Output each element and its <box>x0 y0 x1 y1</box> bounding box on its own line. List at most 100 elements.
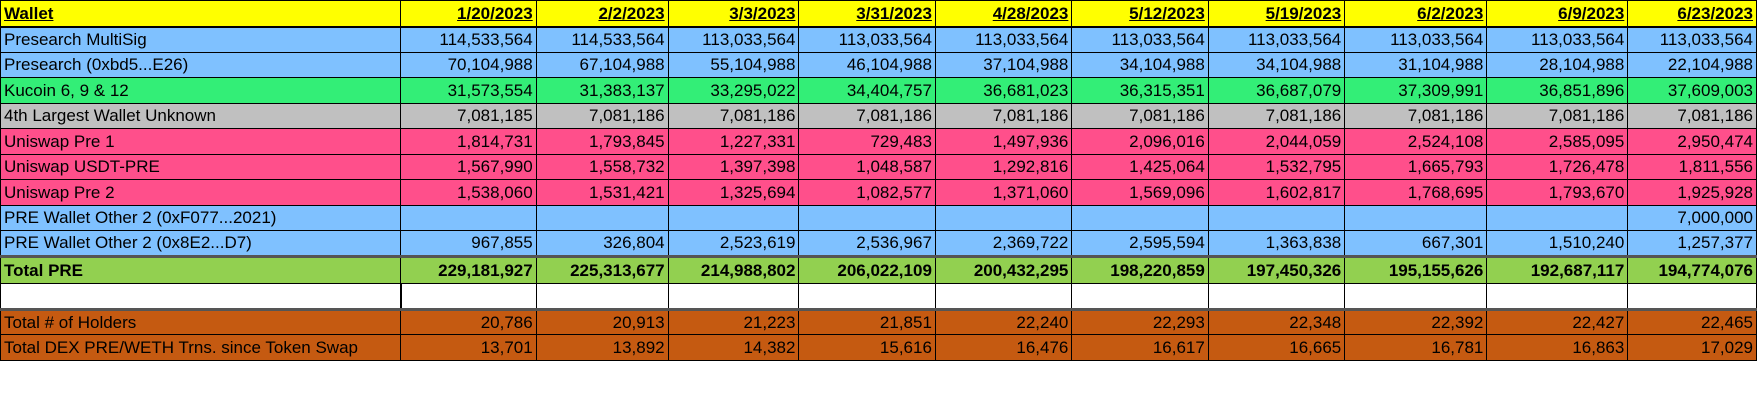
balance-cell[interactable]: 7,081,186 <box>667 102 800 129</box>
total-cell[interactable]: 195,155,626 <box>1344 254 1488 284</box>
balance-cell[interactable]: 7,081,186 <box>535 102 669 129</box>
balance-cell[interactable]: 1,227,331 <box>667 128 800 155</box>
total-cell[interactable]: 225,313,677 <box>535 254 669 284</box>
balance-cell[interactable]: 2,595,594 <box>1071 230 1209 257</box>
balance-cell[interactable]: 31,104,988 <box>1344 51 1488 78</box>
balance-cell[interactable]: 1,602,817 <box>1207 179 1346 206</box>
balance-cell[interactable]: 2,044,059 <box>1207 128 1346 155</box>
empty-cell[interactable] <box>798 282 936 310</box>
empty-cell[interactable] <box>1207 282 1346 310</box>
stats-cell[interactable]: 16,665 <box>1207 334 1346 361</box>
balance-cell[interactable]: 34,104,988 <box>1207 51 1346 78</box>
column-header-wallet[interactable]: Wallet <box>0 0 402 28</box>
balance-cell[interactable]: 1,665,793 <box>1344 153 1488 180</box>
stats-cell[interactable]: 22,427 <box>1486 307 1629 335</box>
balance-cell[interactable]: 2,536,967 <box>798 230 936 257</box>
column-header-date[interactable]: 6/23/2023 <box>1627 0 1757 28</box>
balance-cell[interactable]: 1,325,694 <box>667 179 800 206</box>
total-cell[interactable]: 214,988,802 <box>667 254 800 284</box>
column-header-date[interactable]: 3/31/2023 <box>798 0 936 28</box>
balance-cell[interactable]: 1,257,377 <box>1627 230 1757 257</box>
total-label[interactable]: Total PRE <box>0 254 402 284</box>
balance-cell[interactable]: 113,033,564 <box>1627 26 1757 53</box>
empty-cell[interactable] <box>535 282 669 310</box>
stats-cell[interactable]: 14,382 <box>667 334 800 361</box>
balance-cell[interactable]: 36,681,023 <box>934 77 1073 104</box>
balance-cell[interactable]: 1,538,060 <box>400 179 537 206</box>
balance-cell[interactable]: 7,081,186 <box>1486 102 1629 129</box>
balance-cell[interactable]: 113,033,564 <box>934 26 1073 53</box>
balance-cell[interactable] <box>535 204 669 231</box>
balance-cell[interactable]: 36,687,079 <box>1207 77 1346 104</box>
balance-cell[interactable] <box>400 204 537 231</box>
empty-cell[interactable] <box>1071 282 1209 310</box>
column-header-date[interactable]: 5/12/2023 <box>1071 0 1209 28</box>
balance-cell[interactable]: 34,404,757 <box>798 77 936 104</box>
balance-cell[interactable]: 7,081,186 <box>934 102 1073 129</box>
balance-cell[interactable]: 1,048,587 <box>798 153 936 180</box>
balance-cell[interactable]: 7,081,186 <box>798 102 936 129</box>
balance-cell[interactable]: 1,425,064 <box>1071 153 1209 180</box>
balance-cell[interactable]: 729,483 <box>798 128 936 155</box>
balance-cell[interactable] <box>1486 204 1629 231</box>
balance-cell[interactable]: 22,104,988 <box>1627 51 1757 78</box>
row-label[interactable]: Uniswap Pre 1 <box>0 128 402 155</box>
stats-cell[interactable]: 22,293 <box>1071 307 1209 335</box>
balance-cell[interactable]: 31,383,137 <box>535 77 669 104</box>
total-cell[interactable]: 206,022,109 <box>798 254 936 284</box>
balance-cell[interactable]: 37,104,988 <box>934 51 1073 78</box>
balance-cell[interactable]: 2,096,016 <box>1071 128 1209 155</box>
total-cell[interactable]: 197,450,326 <box>1207 254 1346 284</box>
row-label[interactable]: Presearch (0xbd5...E26) <box>0 51 402 78</box>
balance-cell[interactable]: 31,573,554 <box>400 77 537 104</box>
balance-cell[interactable]: 7,081,185 <box>400 102 537 129</box>
column-header-date[interactable]: 6/9/2023 <box>1486 0 1629 28</box>
balance-cell[interactable]: 113,033,564 <box>1071 26 1209 53</box>
balance-cell[interactable]: 2,369,722 <box>934 230 1073 257</box>
empty-cell[interactable] <box>0 282 402 310</box>
stats-cell[interactable]: 21,223 <box>667 307 800 335</box>
balance-cell[interactable] <box>798 204 936 231</box>
balance-cell[interactable]: 33,295,022 <box>667 77 800 104</box>
balance-cell[interactable]: 34,104,988 <box>1071 51 1209 78</box>
balance-cell[interactable]: 667,301 <box>1344 230 1488 257</box>
stats-cell[interactable]: 16,863 <box>1486 334 1629 361</box>
balance-cell[interactable]: 7,081,186 <box>1344 102 1488 129</box>
balance-cell[interactable]: 2,524,108 <box>1344 128 1488 155</box>
stats-cell[interactable]: 16,617 <box>1071 334 1209 361</box>
row-label[interactable]: Presearch MultiSig <box>0 26 402 53</box>
balance-cell[interactable] <box>1071 204 1209 231</box>
column-header-date[interactable]: 5/19/2023 <box>1207 0 1346 28</box>
row-label[interactable]: Kucoin 6, 9 & 12 <box>0 77 402 104</box>
row-label[interactable]: 4th Largest Wallet Unknown <box>0 102 402 129</box>
balance-cell[interactable]: 1,793,670 <box>1486 179 1629 206</box>
balance-cell[interactable]: 37,609,003 <box>1627 77 1757 104</box>
balance-cell[interactable]: 1,510,240 <box>1486 230 1629 257</box>
balance-cell[interactable]: 1,397,398 <box>667 153 800 180</box>
balance-cell[interactable]: 2,523,619 <box>667 230 800 257</box>
balance-cell[interactable]: 7,000,000 <box>1627 204 1757 231</box>
balance-cell[interactable]: 55,104,988 <box>667 51 800 78</box>
balance-cell[interactable] <box>1207 204 1346 231</box>
balance-cell[interactable] <box>1344 204 1488 231</box>
balance-cell[interactable]: 1,363,838 <box>1207 230 1346 257</box>
balance-cell[interactable]: 7,081,186 <box>1207 102 1346 129</box>
row-label[interactable]: PRE Wallet Other 2 (0x8E2...D7) <box>0 230 402 257</box>
balance-cell[interactable]: 967,855 <box>400 230 537 257</box>
total-cell[interactable]: 229,181,927 <box>400 254 537 284</box>
balance-cell[interactable]: 113,033,564 <box>798 26 936 53</box>
empty-cell[interactable] <box>400 282 537 310</box>
stats-cell[interactable]: 17,029 <box>1627 334 1757 361</box>
stats-cell[interactable]: 16,781 <box>1344 334 1488 361</box>
balance-cell[interactable]: 1,531,421 <box>535 179 669 206</box>
stats-cell[interactable]: 20,786 <box>400 307 537 335</box>
total-cell[interactable]: 198,220,859 <box>1071 254 1209 284</box>
balance-cell[interactable]: 1,558,732 <box>535 153 669 180</box>
balance-cell[interactable]: 1,925,928 <box>1627 179 1757 206</box>
stats-cell[interactable]: 20,913 <box>535 307 669 335</box>
column-header-date[interactable]: 3/3/2023 <box>667 0 800 28</box>
balance-cell[interactable]: 113,033,564 <box>1344 26 1488 53</box>
balance-cell[interactable]: 326,804 <box>535 230 669 257</box>
balance-cell[interactable]: 1,292,816 <box>934 153 1073 180</box>
stats-cell[interactable]: 13,892 <box>535 334 669 361</box>
